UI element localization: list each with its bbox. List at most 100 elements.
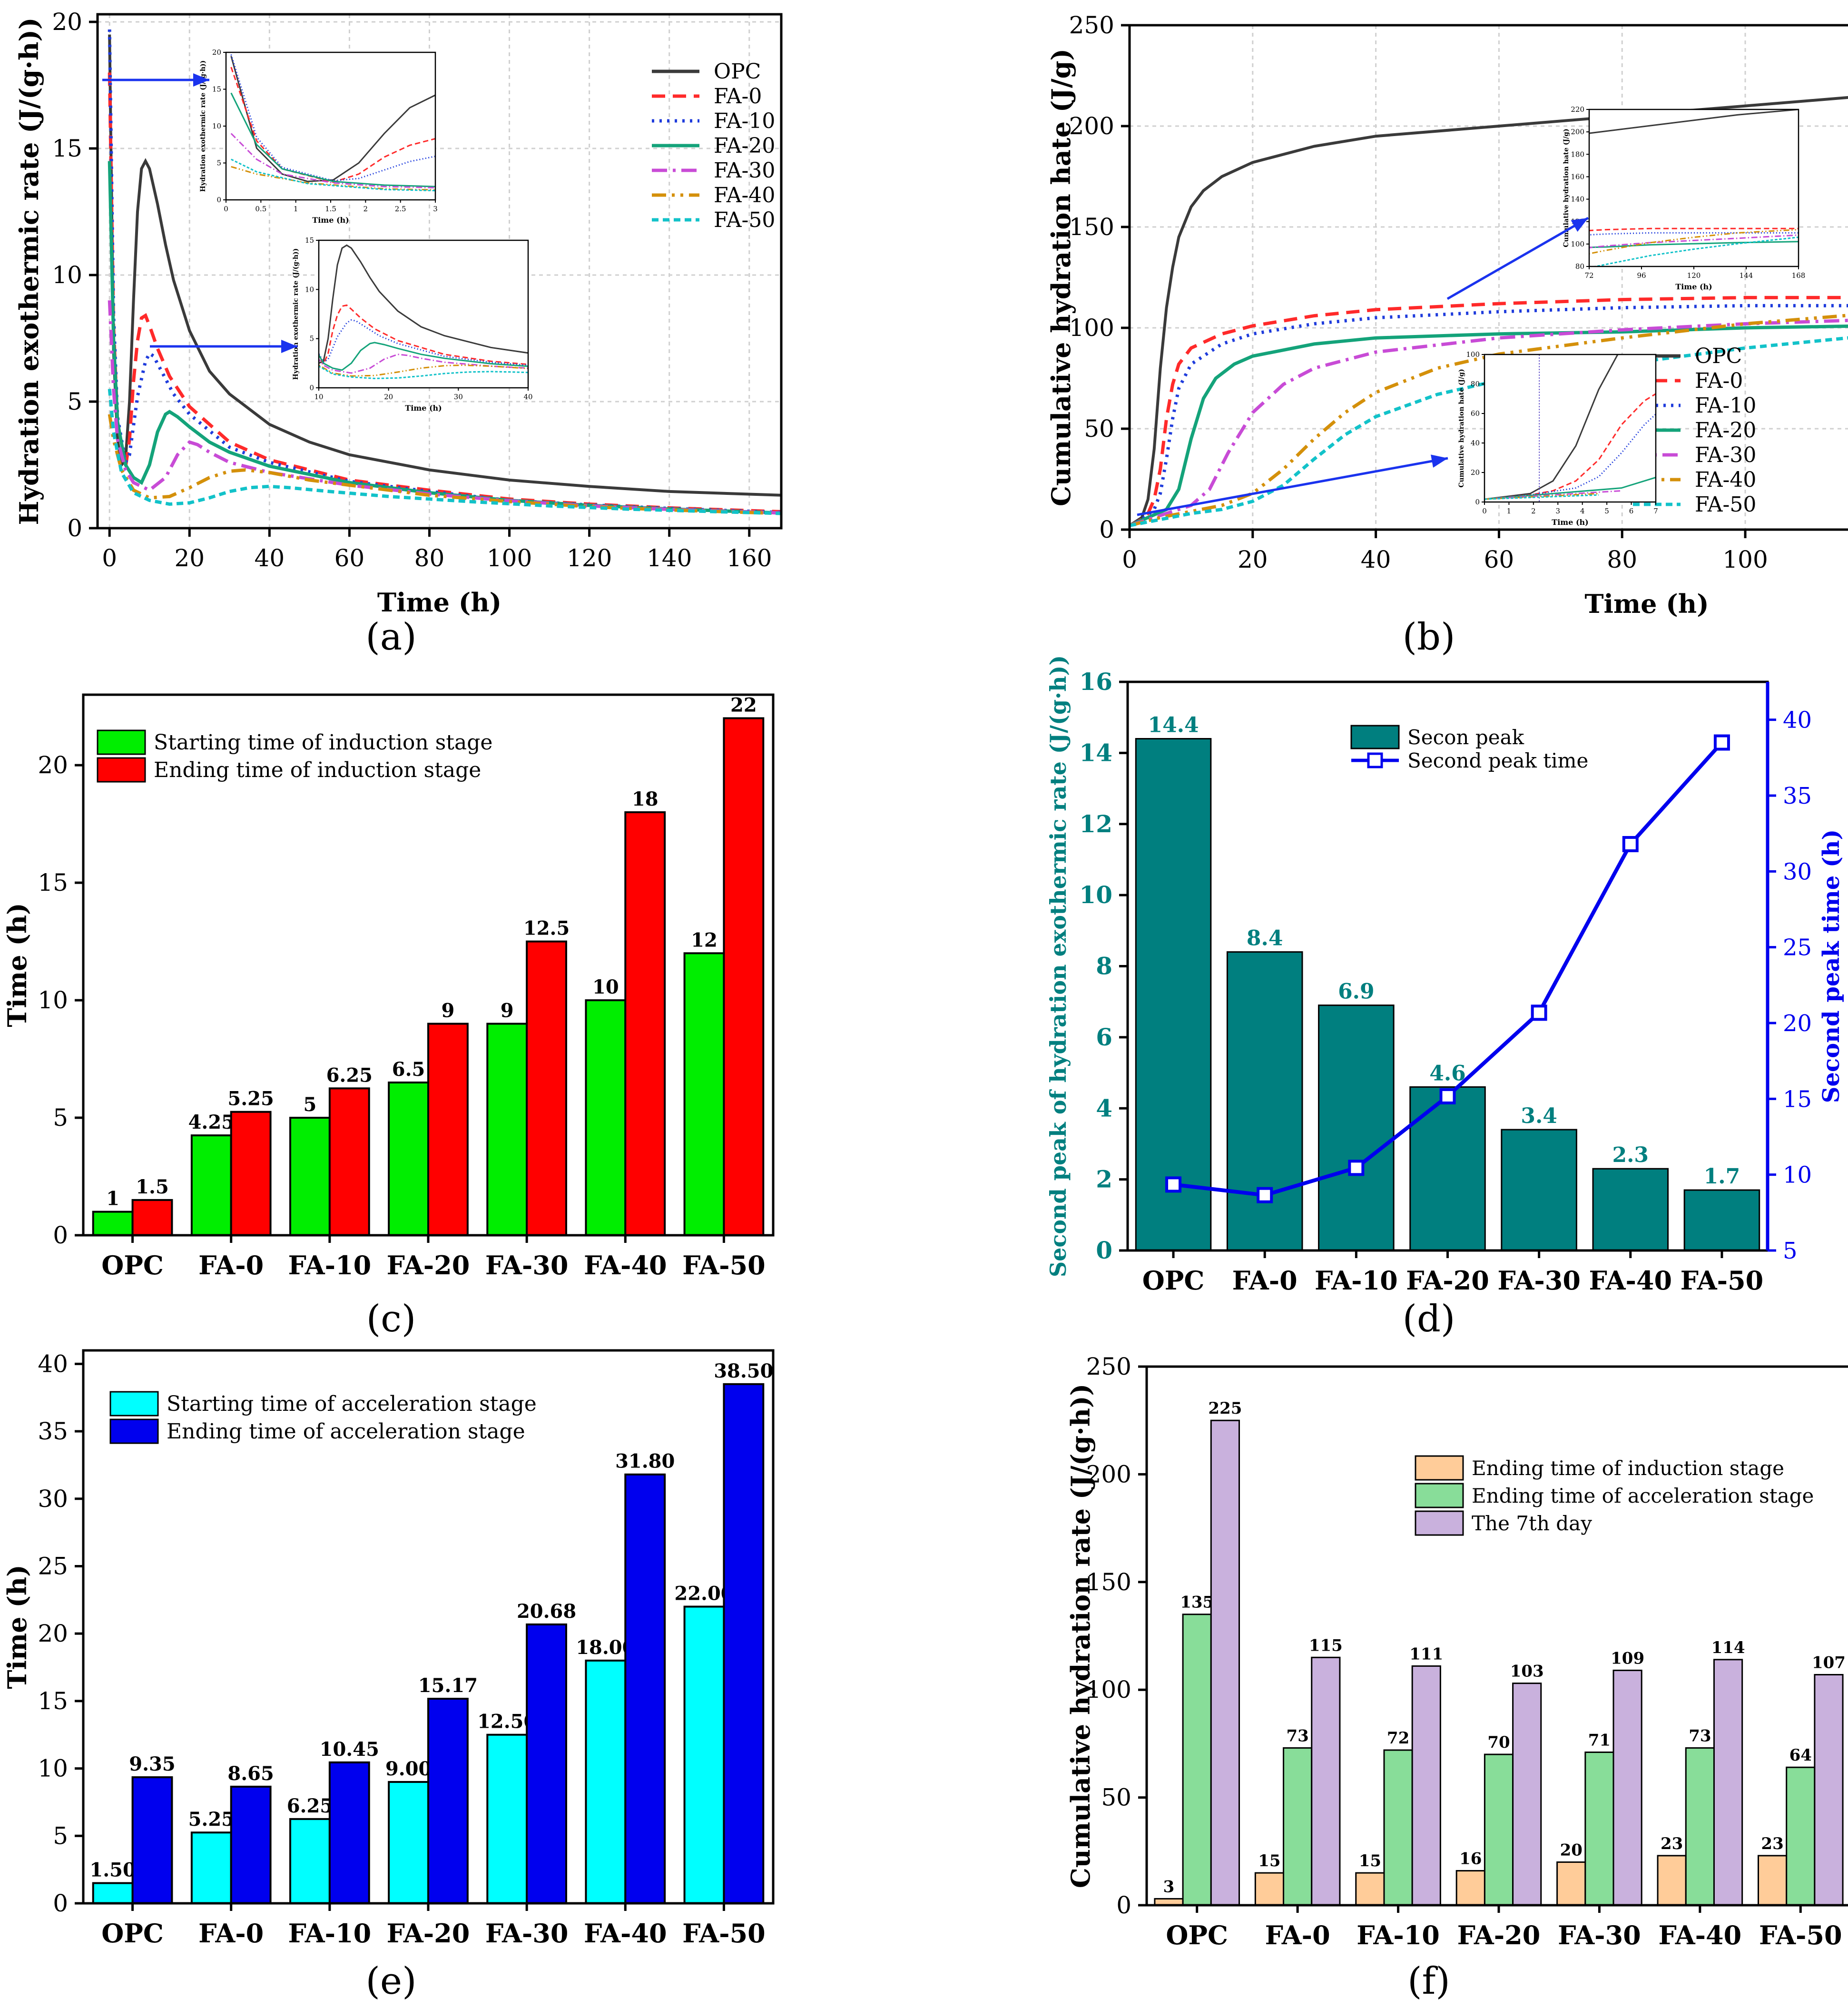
y-axis-label: Second peak of hydration exothermic rate… xyxy=(1045,655,1071,1277)
legend-label: Ending time of induction stage xyxy=(154,758,481,782)
bar-value-label: 3 xyxy=(1163,1877,1175,1896)
bar-value-label: 6.25 xyxy=(287,1795,333,1817)
bar-value-label: 111 xyxy=(1409,1644,1443,1663)
y-axis-label: Cumulative hydration hate (J/g) xyxy=(1046,49,1076,506)
inset-x-tick-label: 6 xyxy=(1629,507,1634,515)
category-label: FA-0 xyxy=(1232,1265,1298,1296)
panel-label-d: (d) xyxy=(1403,1298,1455,1340)
legend-label: OPC xyxy=(1695,344,1742,368)
inset-x-tick-label: 144 xyxy=(1740,271,1753,280)
series-line-fa-30 xyxy=(1129,318,1848,527)
bar-fa-10-s0 xyxy=(1355,1872,1385,1906)
chart-f: 3 15 15 16 20 23 23 135 73 72 70 71 73 64 225 115 111 103… xyxy=(1065,1353,1848,1950)
inset-frame xyxy=(1484,354,1657,503)
legend-label: FA-0 xyxy=(1695,369,1743,393)
x-tick-label: 100 xyxy=(487,544,532,572)
x-tick-label: 20 xyxy=(174,544,205,572)
inset-series xyxy=(1589,109,1799,266)
bar-fa-10-s0 xyxy=(1318,1004,1395,1251)
bar-value-label: 18 xyxy=(632,788,659,810)
bar-value-label: 15 xyxy=(1359,1851,1381,1870)
x-axis-label: Time (h) xyxy=(377,587,501,618)
bar-value-label: 8.65 xyxy=(227,1762,274,1785)
y-tick-label: 250 xyxy=(1069,11,1114,39)
bar-value-label: 15 xyxy=(1258,1851,1280,1870)
callout-arrow xyxy=(1446,217,1589,300)
bar-opc-s1 xyxy=(131,1199,173,1237)
bar-fa-40-s0 xyxy=(585,1659,627,1905)
inset-frame xyxy=(318,239,529,389)
category-label: FA-40 xyxy=(1589,1265,1672,1296)
inset-y-tick-label: 0 xyxy=(1475,498,1480,506)
bar-fa-20-s2 xyxy=(1512,1683,1542,1906)
bar-value-label: 6.5 xyxy=(392,1058,425,1081)
bar-fa-20-s0 xyxy=(1409,1086,1486,1251)
inset-line-opc xyxy=(1484,354,1619,500)
x-tick-label: 160 xyxy=(727,544,772,572)
inset-y-tick-label: 160 xyxy=(1571,172,1584,181)
inset-line-fa-20 xyxy=(319,342,528,371)
bar-value-label: 20 xyxy=(1560,1841,1583,1860)
category-label: FA-30 xyxy=(485,1250,569,1280)
inset-y-label: Hydration exothermic rate (J/(g·h)) xyxy=(199,60,207,192)
legend-swatch-marker xyxy=(1367,752,1383,768)
legend-label: FA-10 xyxy=(714,109,775,133)
bar-fa-10-s1 xyxy=(328,1087,370,1237)
y-tick-label: 6 xyxy=(1096,1023,1112,1051)
bar-opc-s0 xyxy=(1135,738,1212,1251)
inset-y-label: Cumulative hydration hate (J/g) xyxy=(1563,128,1570,247)
inset-y-tick-label: 10 xyxy=(305,285,314,294)
inset-x-tick-label: 20 xyxy=(384,393,393,401)
inset-y-tick-label: 220 xyxy=(1571,105,1584,114)
bar-fa-20-s0 xyxy=(388,1081,430,1237)
y-tick-label: 0 xyxy=(53,1221,68,1249)
inset-x-tick-label: 96 xyxy=(1637,271,1646,280)
bar-value-label: 16 xyxy=(1459,1850,1482,1869)
inset-x-tick-label: 2 xyxy=(1531,507,1536,515)
inset-line-fa-40 xyxy=(319,364,528,377)
inset-series xyxy=(319,244,528,379)
inset-line-fa-50 xyxy=(1592,236,1799,266)
bar-value-label: 2.3 xyxy=(1612,1143,1649,1167)
legend-label: Starting time of induction stage xyxy=(154,730,492,755)
inset-y-tick-label: 80 xyxy=(1575,262,1584,271)
bar-value-label: 10.45 xyxy=(320,1738,379,1761)
inset-y-tick-label: 0 xyxy=(216,196,221,204)
bar-fa-30-s0 xyxy=(1556,1861,1586,1906)
y-axis-label: Cumulative hydration rate (J/(g·h)) xyxy=(1065,1384,1096,1888)
marker-fa-30 xyxy=(1531,1004,1547,1021)
y-tick-label: 100 xyxy=(1086,1676,1131,1703)
callout-arrowhead xyxy=(193,73,209,87)
y-tick-label: 2 xyxy=(1096,1165,1112,1193)
bar-opc-s0 xyxy=(92,1882,134,1904)
marker-fa-40 xyxy=(1622,836,1639,852)
inset-x-label: Time (h) xyxy=(1675,282,1712,291)
callout-arrowhead xyxy=(1571,218,1588,232)
category-label: FA-30 xyxy=(485,1918,569,1949)
bar-fa-30-s2 xyxy=(1612,1669,1642,1906)
legend-label: The 7th day xyxy=(1472,1512,1592,1535)
y2-tick-label: 30 xyxy=(1783,858,1812,885)
y2-tick-label: 10 xyxy=(1783,1162,1812,1189)
series-line-opc xyxy=(1129,96,1848,527)
bar-fa-20-s1 xyxy=(1484,1753,1514,1906)
y-tick-label: 0 xyxy=(1116,1891,1131,1919)
category-label: FA-20 xyxy=(387,1250,470,1280)
inset-y-label: Hydration exothermic rate (J/(g·h)) xyxy=(292,248,300,380)
y-tick-label: 5 xyxy=(53,1822,68,1850)
panel-label-b: (b) xyxy=(1403,616,1455,659)
chart-d: 14.4 8.4 6.9 4.6 3.4 2.3 1.7 OPC FA-0 FA-10 FA-20 F… xyxy=(1045,655,1845,1296)
legend-label: Ending time of induction stage xyxy=(1472,1457,1784,1480)
bar-fa-50-s1 xyxy=(723,1383,765,1905)
bar-value-label: 135 xyxy=(1180,1593,1214,1612)
y-tick-label: 200 xyxy=(1069,112,1114,140)
inset-x-tick-label: 2.5 xyxy=(395,205,406,213)
series-line-fa-40 xyxy=(1129,314,1848,527)
bar-value-label: 12 xyxy=(691,929,718,951)
bar-value-label: 22 xyxy=(730,694,757,716)
bar-value-label: 12.5 xyxy=(523,917,570,940)
bar-fa-30-s0 xyxy=(486,1023,528,1236)
inset-x-label: Time (h) xyxy=(1552,518,1588,527)
bar-fa-40-s0 xyxy=(585,999,627,1236)
